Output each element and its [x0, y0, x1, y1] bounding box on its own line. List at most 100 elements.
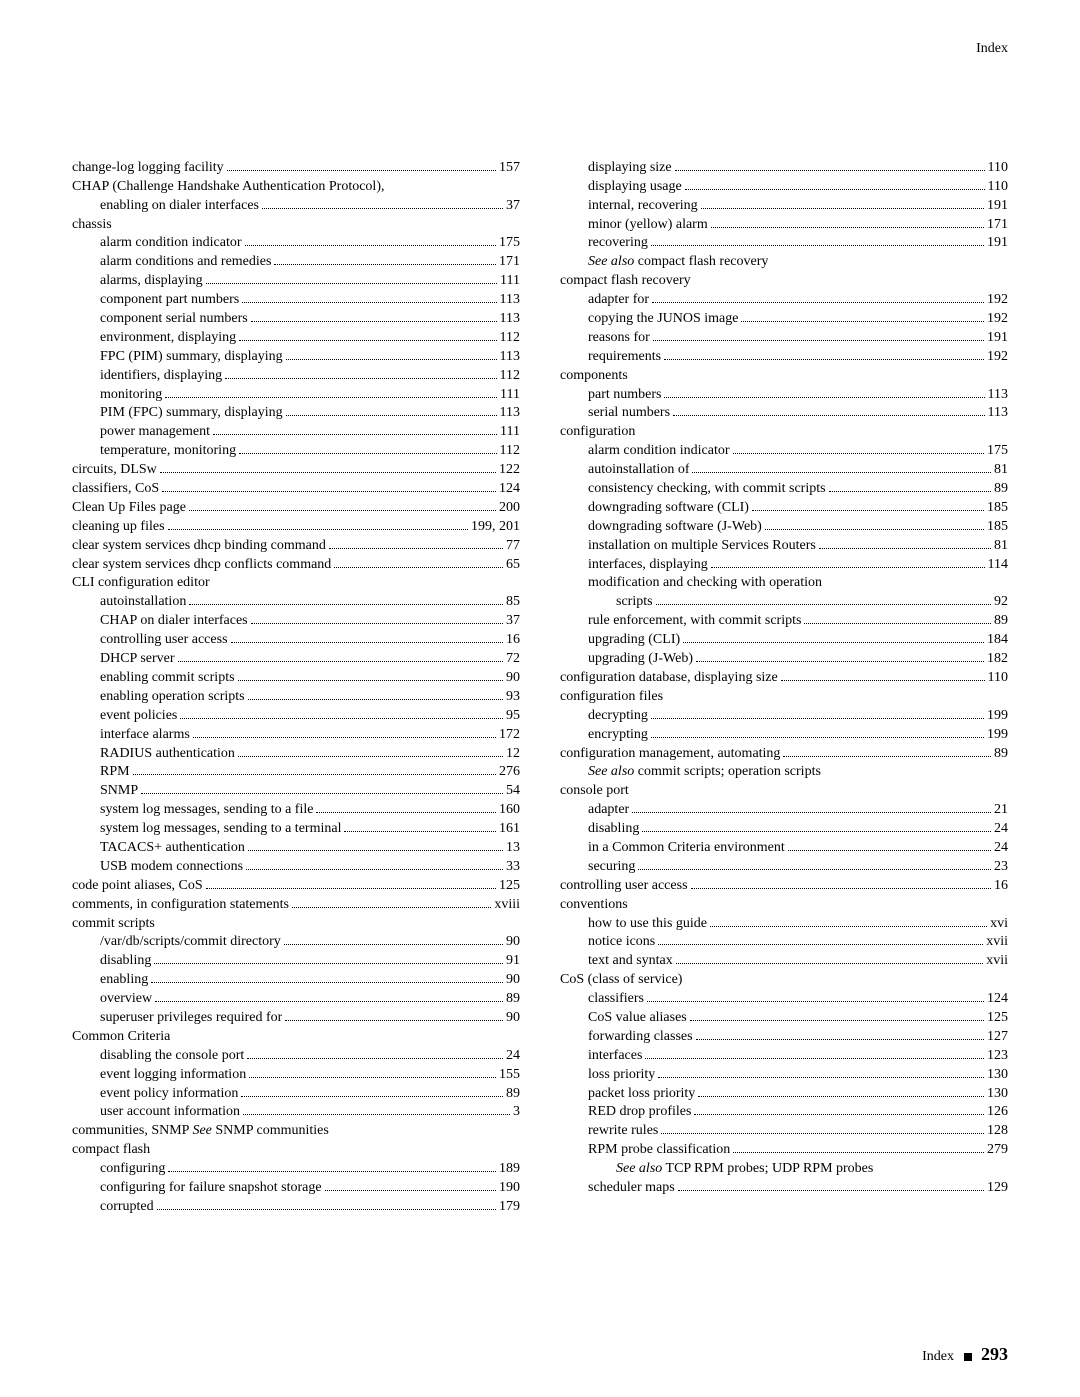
leader-dots	[238, 673, 503, 681]
leader-dots	[178, 654, 503, 662]
index-entry-label: rule enforcement, with commit scripts	[588, 612, 801, 631]
leader-dots	[316, 805, 496, 813]
leader-dots	[781, 673, 985, 681]
leader-dots	[694, 276, 1005, 284]
index-entry: SNMP54	[72, 782, 520, 801]
index-entry-label: component part numbers	[100, 291, 239, 310]
index-entry: event policies95	[72, 707, 520, 726]
leader-dots	[701, 200, 984, 208]
index-entry-label: system log messages, sending to a file	[100, 801, 313, 820]
index-entry-label: displaying usage	[588, 178, 682, 197]
leader-dots	[206, 880, 496, 888]
index-entry-label: change-log logging facility	[72, 159, 224, 178]
index-entry-label: RADIUS authentication	[100, 745, 235, 764]
index-entry: reasons for191	[560, 329, 1008, 348]
index-entry-label: CLI configuration editor	[72, 574, 210, 593]
index-entry-label: upgrading (CLI)	[588, 631, 680, 650]
index-entry-page: 172	[499, 726, 520, 745]
index-entry-page: 161	[499, 820, 520, 839]
leader-dots	[711, 219, 984, 227]
leader-dots	[658, 1069, 984, 1077]
index-entry: commit scripts	[72, 915, 520, 934]
index-entry: modification and checking with operation	[560, 574, 1008, 593]
index-entry: requirements192	[560, 348, 1008, 367]
footer-page-number: 293	[981, 1344, 1008, 1364]
index-entry: change-log logging facility 157	[72, 159, 520, 178]
index-entry-page: 111	[500, 423, 520, 442]
index-entry-label: interfaces, displaying	[588, 556, 708, 575]
leader-dots	[647, 994, 984, 1002]
index-entry-page: 72	[506, 650, 520, 669]
index-entry-page: 91	[506, 952, 520, 971]
index-entry-label: code point aliases, CoS	[72, 877, 203, 896]
index-entry-label: downgrading software (J-Web)	[588, 518, 762, 537]
index-entry-label: scripts	[616, 593, 653, 612]
index-entry-page: 81	[994, 537, 1008, 556]
index-entry-label: downgrading software (CLI)	[588, 499, 749, 518]
index-entry: USB modem connections33	[72, 858, 520, 877]
index-entry-page: 200	[499, 499, 520, 518]
leader-dots	[292, 899, 491, 907]
leader-dots	[154, 956, 503, 964]
index-entry-label: RPM	[100, 763, 130, 782]
index-entry-page: 129	[987, 1179, 1008, 1198]
footer-label: Index	[922, 1349, 954, 1364]
index-entry-page: 182	[987, 650, 1008, 669]
leader-dots	[239, 446, 496, 454]
index-entry-label: Common Criteria	[72, 1028, 170, 1047]
index-entry: See also compact flash recovery	[560, 253, 1008, 272]
index-entry-label: See also commit scripts; operation scrip…	[588, 763, 821, 782]
leader-dots	[332, 1126, 517, 1134]
page: Index change-log logging facility157CHAP…	[0, 0, 1080, 1257]
index-entry-label: CHAP on dialer interfaces	[100, 612, 248, 631]
index-entry-label: upgrading (J-Web)	[588, 650, 693, 669]
leader-dots	[645, 1050, 984, 1058]
index-entry: installation on multiple Services Router…	[560, 537, 1008, 556]
leader-dots	[664, 351, 984, 359]
index-entry-page: xviii	[494, 896, 520, 915]
index-entry-label: consistency checking, with commit script…	[588, 480, 826, 499]
index-entry: compact flash	[72, 1141, 520, 1160]
index-entry: controlling user access16	[72, 631, 520, 650]
index-entry: forwarding classes127	[560, 1028, 1008, 1047]
leader-dots	[711, 559, 985, 567]
index-entry: RPM276	[72, 763, 520, 782]
leader-dots	[213, 578, 517, 586]
index-entry: configuration files	[560, 688, 1008, 707]
index-entry-page: 114	[988, 556, 1008, 575]
leader-dots	[165, 389, 497, 397]
index-entry-page: 157	[499, 159, 520, 178]
leader-dots	[238, 748, 503, 756]
leader-dots	[638, 427, 1005, 435]
index-entry-page: 113	[988, 404, 1008, 423]
leader-dots	[162, 484, 496, 492]
index-entry-page: 127	[987, 1028, 1008, 1047]
index-entry-page: 189	[499, 1160, 520, 1179]
leader-dots	[698, 1088, 984, 1096]
index-entry-label: configuration	[560, 423, 635, 442]
leader-dots	[387, 181, 517, 189]
index-entry-label: configuration database, displaying size	[560, 669, 778, 688]
index-entry: classifiers, CoS124	[72, 480, 520, 499]
index-entry-page: 185	[987, 518, 1008, 537]
leader-dots	[632, 786, 1005, 794]
index-entry: configuration	[560, 423, 1008, 442]
leader-dots	[651, 238, 984, 246]
index-entry-page: 199	[987, 726, 1008, 745]
leader-dots	[262, 200, 503, 208]
index-entry: overview89	[72, 990, 520, 1009]
leader-dots	[243, 1107, 510, 1115]
index-entry-label: overview	[100, 990, 152, 1009]
index-entry-label: configuration files	[560, 688, 663, 707]
leader-dots	[213, 427, 497, 435]
index-entry: configuration management, automating89	[560, 745, 1008, 764]
index-entry-label: SNMP	[100, 782, 138, 801]
index-entry-label: modification and checking with operation	[588, 574, 822, 593]
index-entry: adapter21	[560, 801, 1008, 820]
leader-dots	[656, 597, 991, 605]
index-entry: CHAP (Challenge Handshake Authentication…	[72, 178, 520, 197]
leader-dots	[189, 503, 496, 511]
index-entry-label: circuits, DLSw	[72, 461, 157, 480]
index-entry: minor (yellow) alarm171	[560, 216, 1008, 235]
leader-dots	[642, 824, 991, 832]
